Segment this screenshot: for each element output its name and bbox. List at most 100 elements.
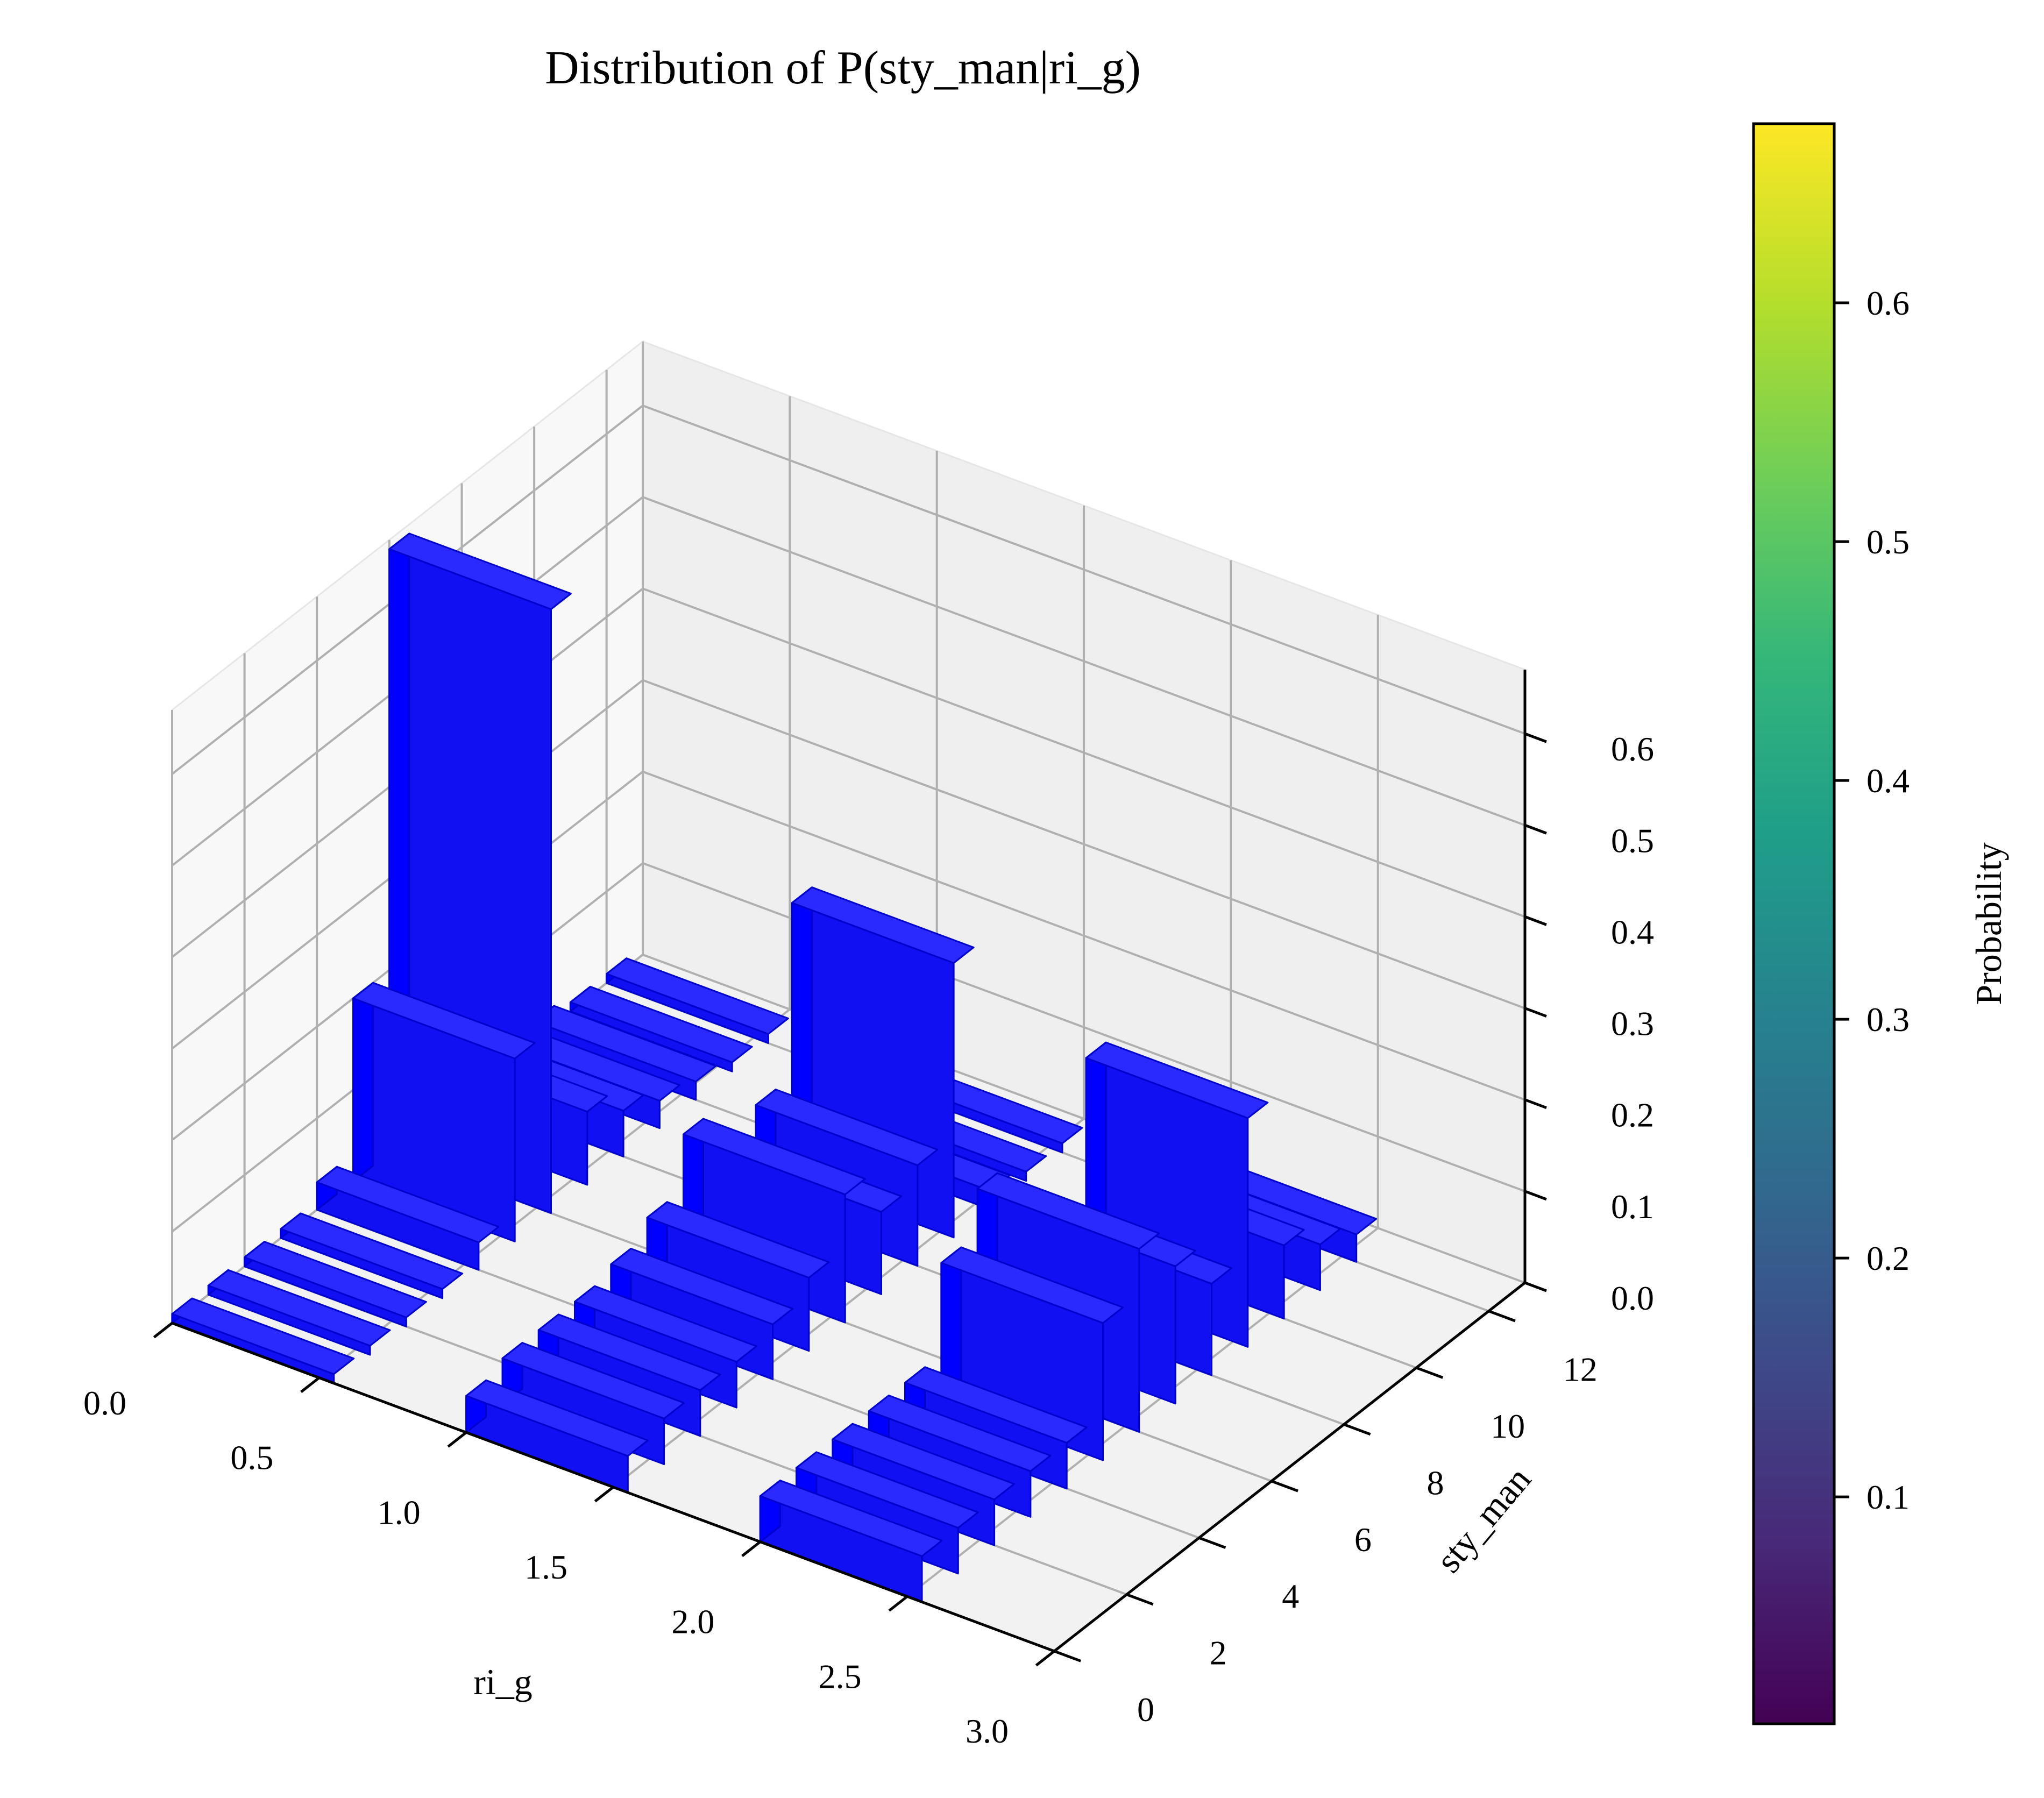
colorbar-tick-label: 0.5 [1866, 523, 1910, 561]
z-tick [1524, 1007, 1547, 1018]
z-tick-label: 0.4 [1611, 913, 1654, 951]
grid-line-z [171, 862, 1525, 1233]
z-tick-label: 0.2 [1611, 1096, 1654, 1134]
bar [569, 985, 753, 1072]
colorbar-tick-label: 0.1 [1866, 1478, 1910, 1516]
z-tick [1524, 823, 1547, 835]
colorbar-gradient [1752, 122, 1836, 1725]
x-tick [447, 1431, 467, 1448]
axes: 0.0 0.5 1.0 1.5 2.0 2.5 3.0 0 2 4 6 8 10 12 0.0 0.1 0.2 0… [83, 670, 1654, 1750]
bar-face-top [832, 1423, 1016, 1501]
x-tick-label: 1.0 [378, 1493, 421, 1531]
x-tick [300, 1376, 320, 1393]
y-tick-label: 8 [1426, 1463, 1444, 1502]
bar-face-top [791, 886, 975, 964]
z-tick-label: 0.1 [1611, 1188, 1654, 1226]
z-tick-label: 0.3 [1611, 1005, 1654, 1043]
y-tick [1488, 1310, 1516, 1323]
bar-face-top [759, 1480, 943, 1557]
colorbar-label: Probability [1968, 842, 2009, 1005]
grid-line-z [171, 587, 1525, 958]
grid-line-z [171, 679, 1525, 1050]
y-tick-label: 10 [1491, 1407, 1525, 1445]
z-tick-label: 0.0 [1611, 1279, 1654, 1317]
x-tick-label: 0.5 [230, 1439, 273, 1477]
bar-face-top [976, 1172, 1160, 1250]
y-tick-label: 6 [1354, 1520, 1372, 1559]
chart-title: Distribution of P(sty_man|ri_g) [545, 42, 1141, 94]
x-tick [1035, 1650, 1055, 1667]
bar-face-top [940, 1246, 1124, 1324]
colorbar: 0.1 0.2 0.3 0.4 0.5 0.6 Probability [1752, 122, 2009, 1725]
bar-face-top [904, 1366, 1088, 1444]
bar-face-top [352, 982, 536, 1060]
y-tick-label: 4 [1282, 1577, 1299, 1615]
bar [316, 1165, 500, 1271]
bar [280, 1212, 464, 1299]
x-tick-label: 2.5 [819, 1657, 862, 1695]
bar [759, 1480, 943, 1603]
colorbar-tick-label: 0.2 [1866, 1239, 1910, 1277]
bars [171, 532, 1378, 1603]
bar-face-top [171, 1297, 355, 1375]
bar [465, 1379, 649, 1494]
bar [171, 1297, 355, 1384]
y-tick [1343, 1423, 1371, 1436]
bar-face-top [1085, 1041, 1269, 1119]
x-tick-label: 2.0 [671, 1603, 714, 1641]
bar-face-top [244, 1241, 427, 1318]
bar-face-top [569, 985, 753, 1063]
x-axis-label: ri_g [473, 1661, 533, 1702]
colorbar-tick-label: 0.4 [1866, 762, 1910, 800]
x-tick-label: 3.0 [966, 1712, 1009, 1750]
colorbar-tick-label: 0.6 [1866, 284, 1910, 322]
x-tick-label: 1.5 [524, 1548, 567, 1586]
bar-face-top [388, 532, 572, 610]
bar-face-top [755, 1089, 939, 1166]
y-tick [1198, 1536, 1226, 1549]
bar [207, 1269, 391, 1356]
z-tick [1524, 1098, 1547, 1110]
bar [244, 1241, 427, 1327]
y-tick [1271, 1480, 1298, 1493]
x-tick [594, 1486, 614, 1503]
bar-face-top [207, 1269, 391, 1347]
bar-face-side [352, 982, 374, 1182]
z-tick-label: 0.6 [1611, 730, 1654, 768]
y-tick-label: 12 [1563, 1351, 1598, 1389]
x-tick [153, 1322, 173, 1339]
bar [352, 982, 536, 1242]
z-tick [1524, 1281, 1547, 1292]
bar-face-top [796, 1451, 979, 1529]
y-axis-label: sty_man [1428, 1459, 1538, 1580]
y-tick-label: 2 [1210, 1634, 1227, 1672]
bar-face-top [537, 1313, 721, 1391]
y-tick [1054, 1650, 1082, 1662]
bar-face-top [868, 1395, 1052, 1472]
bar-face-top [316, 1165, 500, 1243]
bar-face-top [501, 1342, 685, 1419]
y-tick [1416, 1366, 1444, 1379]
y-tick [1126, 1593, 1154, 1606]
x-tick-label: 0.0 [83, 1384, 126, 1422]
bar-face-top [606, 957, 789, 1035]
z-tick [1524, 1190, 1547, 1201]
bar [606, 957, 789, 1044]
grid-line-z [171, 770, 1525, 1141]
z-tick-label: 0.5 [1611, 821, 1654, 859]
colorbar-tick-label: 0.3 [1866, 1000, 1910, 1039]
bar-face-top [610, 1248, 794, 1325]
bar-face-top [280, 1212, 464, 1290]
bar-face-top [574, 1285, 757, 1363]
y-axis-line [1053, 1282, 1526, 1652]
x-tick [741, 1540, 761, 1557]
bar-face-top [646, 1201, 830, 1279]
z-tick [1524, 732, 1547, 743]
y-tick-label: 0 [1137, 1690, 1154, 1729]
z-tick [1524, 915, 1547, 926]
x-tick [888, 1595, 909, 1612]
grid-line-z [171, 404, 1525, 775]
bar-face-top [683, 1118, 866, 1196]
grid-line-z [171, 496, 1525, 866]
